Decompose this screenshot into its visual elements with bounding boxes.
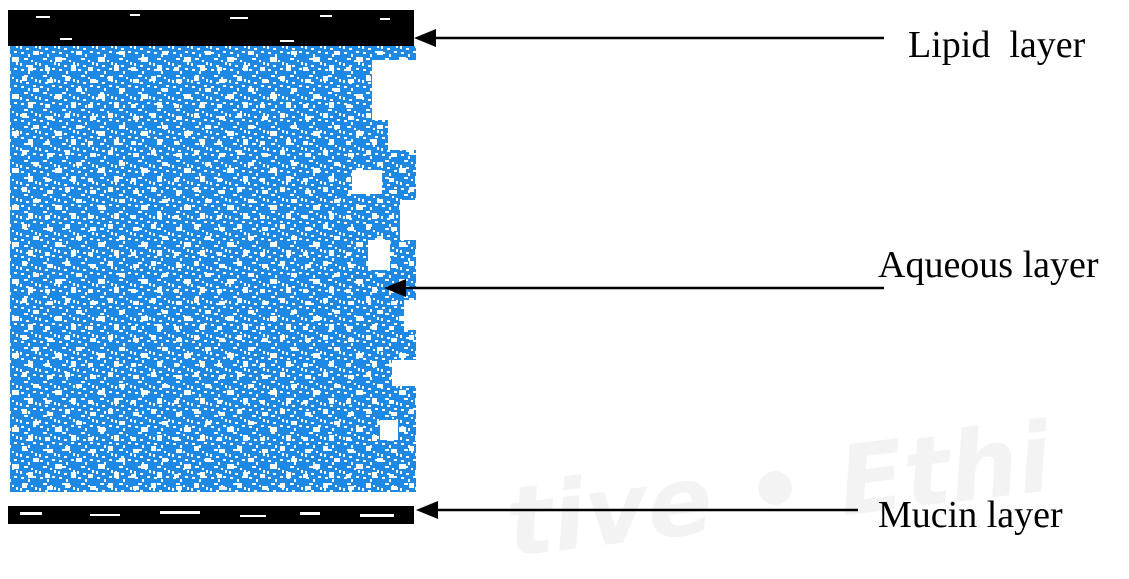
- arrow-aqueous: [384, 279, 884, 297]
- label-lipid-layer: Lipid layer: [908, 24, 1086, 66]
- mucin-layer-band: [8, 506, 414, 524]
- arrow-mucin: [416, 501, 858, 519]
- lipid-layer-band: [8, 10, 414, 46]
- tear-film-diagram: [8, 10, 884, 524]
- aqueous-layer-block: [10, 46, 416, 506]
- label-mucin-layer: Mucin layer: [878, 494, 1063, 536]
- arrow-lipid: [414, 29, 884, 47]
- label-aqueous-layer: Aqueous layer: [878, 244, 1099, 286]
